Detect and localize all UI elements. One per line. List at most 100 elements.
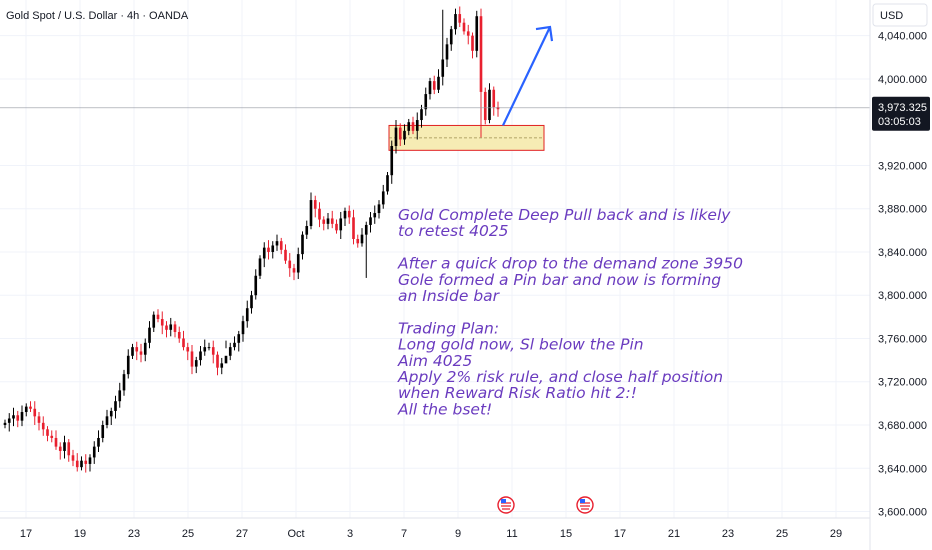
candle bbox=[441, 9, 445, 86]
x-tick-label: 11 bbox=[506, 528, 517, 540]
candle bbox=[135, 341, 139, 361]
candle-body bbox=[12, 415, 15, 419]
note-line: to retest 4025 bbox=[398, 222, 509, 240]
candle-body bbox=[449, 29, 453, 45]
y-tick-label: 3,640.000 bbox=[878, 463, 927, 475]
candle-body bbox=[466, 31, 470, 36]
candle-body bbox=[122, 374, 126, 391]
candle bbox=[292, 263, 296, 281]
price-axis[interactable]: 3,600.000 3,640.000 3,680.000 3,720.000 3,76… bbox=[869, 0, 932, 550]
candle bbox=[381, 184, 385, 209]
candle-body bbox=[364, 224, 368, 235]
note-line: Gold Complete Deep Pull back and is like… bbox=[398, 206, 731, 224]
candle-body bbox=[207, 347, 211, 349]
candle-body bbox=[420, 109, 423, 121]
candle bbox=[186, 342, 190, 361]
candle-body bbox=[143, 342, 147, 355]
economic-event-icon[interactable] bbox=[497, 496, 515, 514]
candle-body bbox=[313, 200, 317, 209]
candle bbox=[139, 343, 143, 363]
candle bbox=[377, 200, 381, 219]
candle-body bbox=[390, 145, 394, 176]
y-tick-label: 3,680.000 bbox=[878, 420, 927, 432]
candle bbox=[330, 210, 334, 229]
candle-body bbox=[377, 204, 381, 214]
candle-body bbox=[415, 120, 419, 131]
candle bbox=[437, 69, 440, 94]
y-tick-label: 3,880.000 bbox=[878, 204, 927, 216]
candle bbox=[347, 205, 351, 224]
candle-body bbox=[301, 234, 304, 255]
candle bbox=[58, 442, 62, 460]
candle bbox=[454, 8, 457, 35]
candle bbox=[75, 453, 79, 472]
candle bbox=[466, 24, 470, 45]
y-tick-label: 3,800.000 bbox=[878, 290, 927, 302]
candle bbox=[114, 395, 117, 419]
economic-event-icon[interactable] bbox=[576, 496, 594, 514]
candle bbox=[411, 116, 415, 135]
candle-body bbox=[75, 460, 79, 468]
candle bbox=[492, 86, 496, 116]
candle-body bbox=[88, 457, 92, 464]
candle-body bbox=[475, 16, 479, 51]
candle-body bbox=[258, 258, 262, 276]
candle bbox=[403, 124, 406, 145]
candle-body bbox=[20, 412, 24, 421]
grid-layer bbox=[0, 0, 870, 518]
candle bbox=[80, 456, 83, 471]
candle bbox=[237, 330, 241, 352]
candle-body bbox=[165, 325, 168, 330]
candle bbox=[97, 430, 100, 453]
candle-body bbox=[479, 16, 483, 92]
candle bbox=[288, 253, 292, 277]
candle bbox=[105, 409, 109, 429]
candle bbox=[143, 338, 147, 362]
y-tick-label: 3,600.000 bbox=[878, 507, 927, 519]
candle-body bbox=[254, 275, 258, 296]
flag-canton bbox=[580, 499, 585, 503]
candle bbox=[279, 237, 283, 255]
candle-body bbox=[126, 355, 130, 375]
candle-body bbox=[173, 324, 177, 332]
candle bbox=[267, 240, 270, 260]
candle-body bbox=[241, 321, 245, 335]
candle-body bbox=[407, 122, 411, 131]
candle-body bbox=[386, 175, 389, 192]
candle-body bbox=[483, 91, 487, 121]
candle-body bbox=[105, 416, 109, 425]
x-tick-label: 23 bbox=[128, 528, 140, 540]
candle bbox=[241, 315, 245, 342]
candle bbox=[122, 369, 126, 396]
candle-body bbox=[347, 210, 351, 218]
candle-body bbox=[203, 347, 207, 352]
bar-countdown: 03:05:03 bbox=[878, 116, 921, 128]
x-tick-label: 25 bbox=[182, 528, 194, 540]
candle-body bbox=[335, 223, 338, 231]
y-tick-label: 3,760.000 bbox=[878, 333, 927, 345]
candle-body bbox=[220, 363, 224, 368]
candle bbox=[165, 321, 168, 338]
candle bbox=[203, 339, 207, 356]
candle bbox=[445, 37, 449, 68]
candle-body bbox=[454, 14, 457, 30]
candle bbox=[449, 25, 453, 51]
candle bbox=[356, 234, 360, 248]
candle-body bbox=[492, 89, 496, 108]
candle bbox=[182, 330, 185, 351]
candle bbox=[160, 311, 164, 335]
trade-note: Gold Complete Deep Pull back and is like… bbox=[397, 206, 743, 418]
candle bbox=[216, 351, 219, 376]
candle bbox=[488, 83, 491, 124]
y-tick-label: 3,840.000 bbox=[878, 247, 927, 259]
candle bbox=[258, 255, 262, 280]
note-line: Long gold now, Sl below the Pin bbox=[398, 336, 644, 354]
candle bbox=[92, 441, 96, 464]
candle bbox=[296, 247, 300, 280]
x-tick-label: 9 bbox=[455, 528, 461, 540]
candle bbox=[364, 221, 368, 278]
currency-button[interactable] bbox=[872, 3, 928, 27]
candle-body bbox=[24, 406, 28, 413]
